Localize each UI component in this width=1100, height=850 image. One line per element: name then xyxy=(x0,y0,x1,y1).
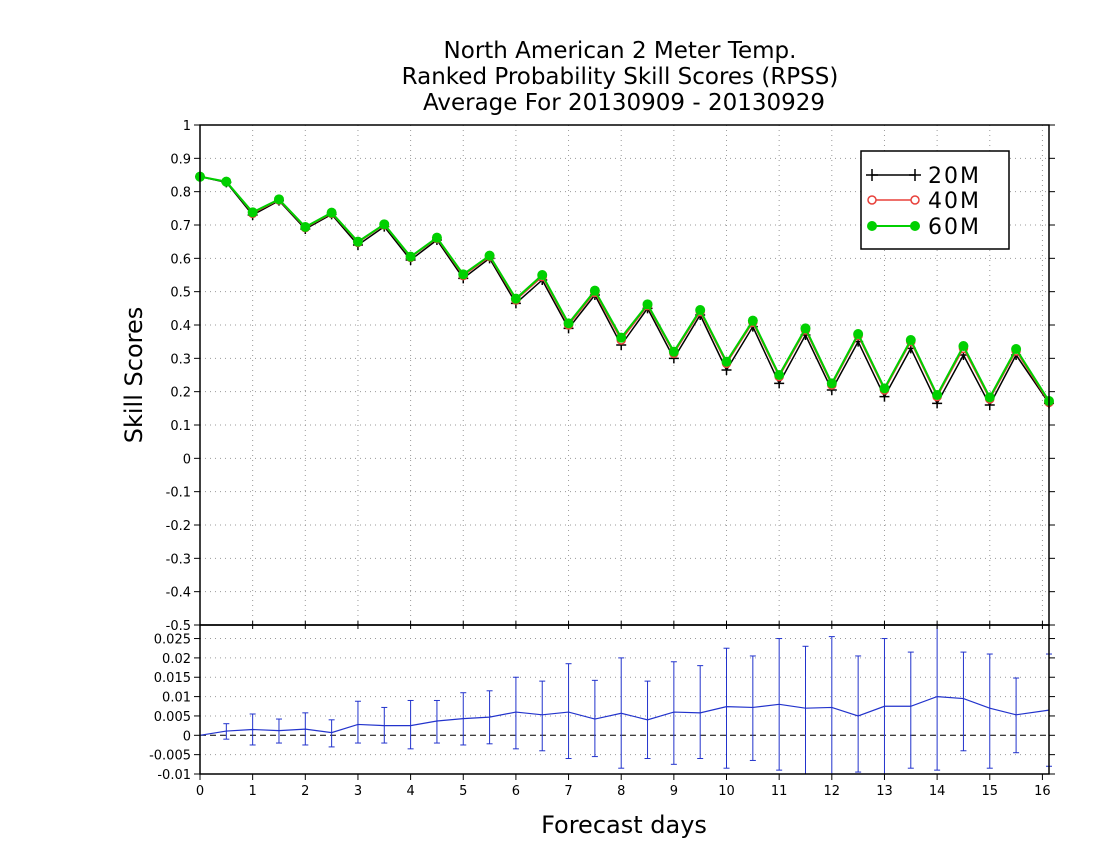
point-60m xyxy=(458,269,469,280)
point-60m xyxy=(853,329,864,339)
point-60m xyxy=(774,370,785,380)
lower-y-tick-label: 0.02 xyxy=(162,652,191,667)
x-tick-label: 11 xyxy=(771,784,788,799)
upper-y-tick-label: 0.7 xyxy=(170,219,191,234)
point-60m xyxy=(484,250,495,261)
point-60m xyxy=(721,356,732,367)
title-line-2: Ranked Probability Skill Scores (RPSS) xyxy=(402,64,839,90)
point-60m xyxy=(589,285,600,296)
lower-y-tick-label: 0.015 xyxy=(154,671,191,686)
upper-y-tick-label: -0.4 xyxy=(166,586,191,601)
lower-plot-frame xyxy=(199,624,1050,775)
x-tick-label: 0 xyxy=(196,784,204,799)
lower-y-tick-label: -0.005 xyxy=(149,749,191,764)
point-60m xyxy=(800,323,811,334)
x-tick-label: 10 xyxy=(718,784,735,799)
point-60m xyxy=(905,335,916,345)
legend-marker-60m-left xyxy=(867,221,877,231)
upper-y-tick-label: 0.9 xyxy=(170,152,191,167)
legend-label-40m: 40M xyxy=(928,189,981,214)
point-60m xyxy=(879,383,890,394)
upper-y-tick-label: 0.4 xyxy=(170,319,191,334)
upper-y-tick-label: 0 xyxy=(183,452,191,467)
point-60m xyxy=(695,305,706,315)
upper-y-ticks: 1 0.9 0.8 0.7 0.6 0.5 0.4 0.3 0.2 0.1 0 -0.1 -0.2 -0.… xyxy=(166,119,1055,634)
upper-y-tick-label: 0.2 xyxy=(170,386,191,401)
lower-y-tick-label: 0.025 xyxy=(154,633,191,648)
legend-marker-60m-right xyxy=(910,221,920,231)
lower-y-ticks: 0.025 0.02 0.015 0.01 0.005 0 -0.005 -0.01 xyxy=(149,633,1055,783)
legend: 20M 40M 60M xyxy=(860,150,1010,250)
point-60m xyxy=(221,176,232,187)
x-tick-label: 13 xyxy=(876,784,893,799)
upper-y-tick-label: -0.5 xyxy=(166,619,191,634)
point-60m xyxy=(616,332,627,343)
title-line-3: Average For 20130909 - 20130929 xyxy=(423,90,825,116)
x-tick-label: 7 xyxy=(564,784,572,799)
point-60m xyxy=(379,219,390,230)
legend-marker-40m-left xyxy=(867,195,877,205)
point-60m xyxy=(510,293,521,304)
legend-label-60m: 60M xyxy=(928,215,981,240)
difference-line xyxy=(199,695,1050,736)
x-tick-label: 4 xyxy=(406,784,414,799)
upper-y-tick-label: 0.1 xyxy=(170,419,191,434)
title-line-1: North American 2 Meter Temp. xyxy=(444,38,797,64)
x-ticks: 0 1 2 3 4 5 6 7 8 9 10 11 12 13 14 15 16 xyxy=(196,621,1051,799)
point-60m xyxy=(300,222,311,232)
upper-y-tick-label: 1 xyxy=(183,119,191,134)
legend-marker-40m-right xyxy=(910,195,920,205)
point-60m xyxy=(642,299,653,310)
upper-series xyxy=(195,171,1054,410)
chart-title: North American 2 Meter Temp. Ranked Prob… xyxy=(402,38,839,116)
lower-y-tick-label: 0.01 xyxy=(162,691,191,706)
lower-y-tick-label: 0 xyxy=(183,729,191,744)
point-60m xyxy=(747,315,758,326)
upper-y-tick-label: 0.3 xyxy=(170,352,191,367)
lower-series xyxy=(199,695,1050,736)
x-tick-label: 8 xyxy=(617,784,625,799)
legend-item-60m: 60M xyxy=(867,215,981,240)
x-tick-label: 3 xyxy=(354,784,362,799)
point-60m xyxy=(563,318,574,329)
x-axis-label: Forecast days xyxy=(541,811,707,839)
point-60m xyxy=(537,270,548,280)
x-tick-label: 16 xyxy=(1034,784,1051,799)
x-tick-label: 1 xyxy=(249,784,257,799)
upper-y-tick-label: -0.2 xyxy=(166,519,191,534)
x-tick-label: 12 xyxy=(824,784,841,799)
x-tick-label: 6 xyxy=(512,784,520,799)
lower-grid xyxy=(200,638,1049,756)
point-60m xyxy=(668,346,679,357)
lower-y-tick-label: 0.005 xyxy=(154,710,191,725)
upper-y-tick-label: 0.6 xyxy=(170,252,191,267)
lower-y-tick-label: -0.01 xyxy=(157,768,191,783)
x-tick-label: 14 xyxy=(929,784,946,799)
upper-y-tick-label: -0.3 xyxy=(166,552,191,567)
x-tick-label: 9 xyxy=(670,784,678,799)
legend-label-20m: 20M xyxy=(928,164,981,189)
x-tick-label: 15 xyxy=(981,784,998,799)
point-60m xyxy=(352,236,363,247)
legend-item-40m: 40M xyxy=(867,189,981,214)
x-tick-label: 5 xyxy=(459,784,467,799)
point-60m xyxy=(326,207,337,218)
point-60m xyxy=(826,378,837,389)
point-60m xyxy=(273,194,284,205)
point-60m xyxy=(405,251,416,262)
legend-item-20m: 20M xyxy=(866,164,981,189)
point-60m xyxy=(932,390,943,400)
upper-y-tick-label: 0.8 xyxy=(170,186,191,201)
y-axis-label: Skill Scores xyxy=(120,307,148,444)
point-60m xyxy=(247,207,258,218)
upper-y-tick-label: -0.1 xyxy=(166,486,191,501)
point-60m xyxy=(1011,344,1022,354)
point-60m xyxy=(431,232,442,243)
point-60m xyxy=(984,392,995,403)
legend-marker-20m xyxy=(866,169,921,181)
upper-y-tick-label: 0.5 xyxy=(170,286,191,301)
x-tick-label: 2 xyxy=(301,784,309,799)
point-60m xyxy=(958,341,969,351)
